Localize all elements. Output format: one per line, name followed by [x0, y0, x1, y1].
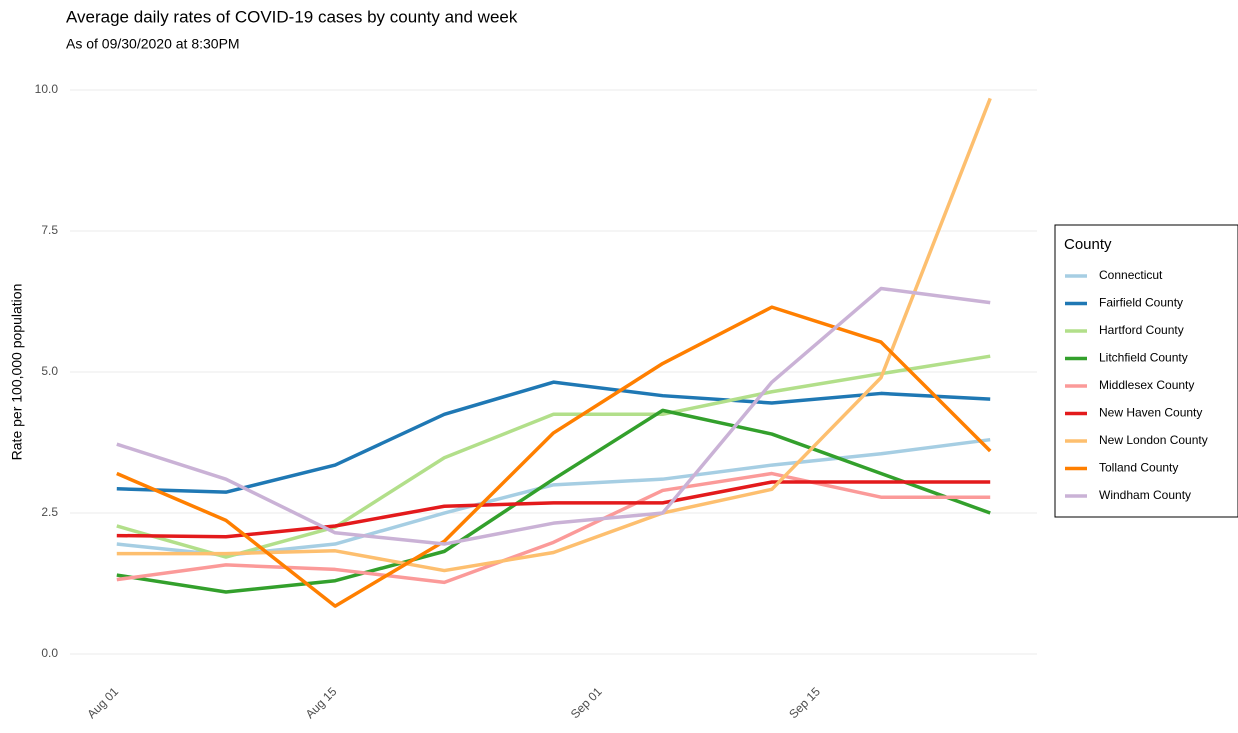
y-tick-label: 2.5: [41, 505, 58, 519]
x-tick-label: Sep 15: [786, 684, 823, 721]
legend-label: Tolland County: [1099, 461, 1178, 475]
series-line: [116, 480, 991, 539]
series-line: [116, 97, 992, 573]
legend-label: Middlesex County: [1099, 378, 1194, 392]
y-tick-label: 10.0: [35, 82, 59, 96]
legend-label: Connecticut: [1099, 268, 1163, 282]
series-line: [116, 471, 991, 585]
chart-title: Average daily rates of COVID-19 cases by…: [66, 7, 518, 26]
y-tick-label: 5.0: [41, 364, 58, 378]
legend-label: Hartford County: [1099, 323, 1184, 337]
x-tick-label: Aug 15: [303, 684, 340, 721]
legend-label: New Haven County: [1099, 406, 1202, 420]
series-line: [116, 380, 991, 494]
legend-label: Litchfield County: [1099, 351, 1188, 365]
series-line: [116, 286, 991, 546]
y-tick-label: 7.5: [41, 223, 58, 237]
chart-subtitle: As of 09/30/2020 at 8:30PM: [66, 36, 240, 52]
legend-label: Windham County: [1099, 488, 1191, 502]
x-tick-label: Sep 01: [568, 684, 605, 721]
series-line: [116, 305, 992, 608]
series-line: [116, 408, 991, 594]
x-tick-label: Aug 01: [84, 684, 121, 721]
legend-label: New London County: [1099, 433, 1208, 447]
y-axis-label: Rate per 100,000 population: [9, 284, 25, 461]
y-tick-label: 0.0: [41, 646, 58, 660]
legend-label: Fairfield County: [1099, 296, 1183, 310]
legend-title: County: [1064, 236, 1112, 253]
